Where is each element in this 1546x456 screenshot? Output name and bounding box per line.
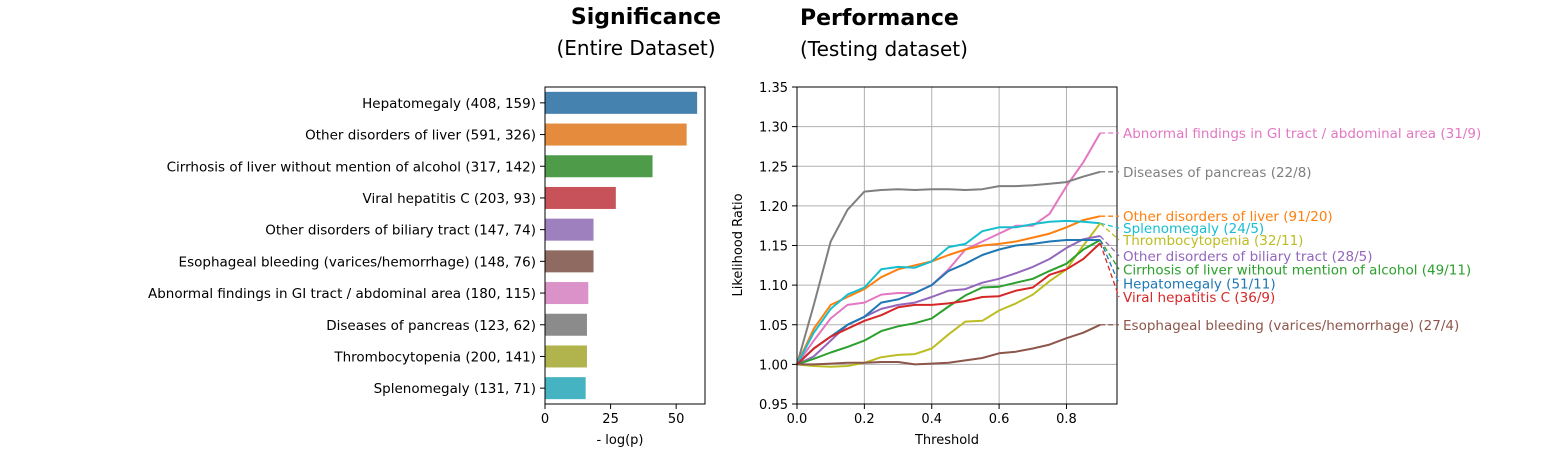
bar-label-diseases-of-pancreas: Diseases of pancreas (123, 62) bbox=[326, 318, 536, 334]
series-label-other-disorders-of-biliary-tract: Other disorders of biliary tract (28/5) bbox=[1123, 249, 1373, 265]
line-ytick-label-0: 0.95 bbox=[759, 398, 788, 413]
performance-subtitle: (Testing dataset) bbox=[800, 37, 968, 61]
significance-title: Significance bbox=[571, 5, 721, 30]
performance-series-group bbox=[796, 132, 1102, 368]
series-line-splenomegaly bbox=[796, 219, 1101, 365]
performance-axes-frame bbox=[796, 86, 1118, 405]
line-xtick-label-3: 0.6 bbox=[989, 412, 1010, 427]
performance-x-ticks: 0.0 0.2 0.4 0.6 0.8 bbox=[787, 404, 1077, 427]
bar-other-disorders-of-liver bbox=[545, 123, 687, 146]
performance-title: Performance bbox=[800, 6, 959, 31]
series-label-cirrhosis-of-liver-without-mention-of-alcohol: Cirrhosis of liver without mention of al… bbox=[1123, 262, 1471, 278]
line-xtick-label-0: 0.0 bbox=[787, 412, 808, 427]
series-line-cirrhosis-of-liver-without-mention-of-alcohol bbox=[796, 239, 1101, 366]
performance-panel: Performance (Testing dataset) 0.0 0.2 0.4 0… bbox=[731, 6, 1481, 448]
bar-label-hepatomegaly: Hepatomegaly (408, 159) bbox=[362, 96, 536, 112]
series-line-abnormal-findings-in-gi-tract-abdominal-area bbox=[796, 132, 1102, 365]
performance-y-ticks: 0.95 1.00 1.05 1.10 1.15 1.20 1.25 1.30 1.35 bbox=[759, 81, 797, 413]
series-connector-viral-hepatitis-c bbox=[1099, 242, 1120, 298]
series-line-thrombocytopenia bbox=[796, 222, 1101, 368]
series-connector-hepatomegaly bbox=[1099, 239, 1120, 284]
bar-label-other-disorders-of-biliary-tract: Other disorders of biliary tract (147, 7… bbox=[265, 223, 536, 239]
bar-thrombocytopenia bbox=[545, 345, 587, 368]
series-label-viral-hepatitis-c: Viral hepatitis C (36/9) bbox=[1123, 290, 1275, 306]
series-line-hepatomegaly bbox=[796, 239, 1101, 366]
bar-viral-hepatitis-c bbox=[545, 186, 616, 209]
series-label-esophageal-bleeding: Esophageal bleeding (varices/hemorrhage)… bbox=[1123, 318, 1459, 334]
performance-xlabel: Threshold bbox=[914, 433, 979, 448]
bar-hepatomegaly bbox=[545, 91, 698, 114]
line-ytick-label-6: 1.25 bbox=[759, 160, 788, 175]
line-xtick-label-4: 0.8 bbox=[1056, 412, 1077, 427]
series-connector-splenomegaly bbox=[1099, 222, 1120, 229]
series-label-abnormal-findings-in-gi-tract-abdominal-area: Abnormal findings in GI tract / abdomina… bbox=[1123, 126, 1481, 142]
series-label-other-disorders-of-liver: Other disorders of liver (91/20) bbox=[1123, 209, 1333, 225]
significance-xlabel: - log(p) bbox=[596, 433, 643, 448]
line-ytick-label-2: 1.05 bbox=[759, 319, 788, 334]
significance-subtitle: (Entire Dataset) bbox=[556, 36, 715, 60]
line-ytick-label-5: 1.20 bbox=[759, 200, 788, 215]
bar-diseases-of-pancreas bbox=[545, 313, 587, 336]
bar-label-esophageal-bleeding: Esophageal bleeding (varices/hemorrhage)… bbox=[179, 254, 536, 270]
performance-series-labels: Abnormal findings in GI tract / abdomina… bbox=[1099, 126, 1481, 334]
bar-cirrhosis-of-liver-without-mention-of-alcohol bbox=[545, 155, 653, 178]
series-label-thrombocytopenia: Thrombocytopenia (32/11) bbox=[1122, 233, 1303, 249]
bar-category-labels: Hepatomegaly (408, 159) Other disorders o… bbox=[148, 96, 545, 397]
bar-x-ticks: 0 25 50 bbox=[541, 404, 685, 427]
bar-label-abnormal-findings-in-gi-tract-abdominal-area: Abnormal findings in GI tract / abdomina… bbox=[148, 286, 536, 302]
bar-esophageal-bleeding bbox=[545, 250, 594, 273]
bar-splenomegaly bbox=[545, 377, 586, 400]
bar-label-splenomegaly: Splenomegaly (131, 71) bbox=[374, 381, 536, 397]
line-ytick-label-1: 1.00 bbox=[759, 358, 788, 373]
series-label-splenomegaly: Splenomegaly (24/5) bbox=[1123, 221, 1264, 237]
significance-panel: Significance (Entire Dataset) Hepatomega… bbox=[148, 5, 721, 448]
bar-label-cirrhosis-of-liver-without-mention-of-alcohol: Cirrhosis of liver without mention of al… bbox=[167, 159, 536, 175]
series-line-viral-hepatitis-c bbox=[796, 242, 1101, 366]
line-xtick-label-1: 0.2 bbox=[854, 412, 875, 427]
line-xtick-label-2: 0.4 bbox=[921, 412, 942, 427]
series-connector-thrombocytopenia bbox=[1099, 222, 1120, 241]
line-ytick-label-4: 1.15 bbox=[759, 240, 788, 255]
significance-axes-frame bbox=[544, 86, 706, 405]
series-label-diseases-of-pancreas: Diseases of pancreas (22/8) bbox=[1123, 165, 1312, 181]
series-connector-other-disorders-of-biliary-tract bbox=[1099, 235, 1120, 257]
bar-label-thrombocytopenia: Thrombocytopenia (200, 141) bbox=[333, 349, 536, 365]
bar-abnormal-findings-in-gi-tract-abdominal-area bbox=[545, 282, 589, 305]
series-connector-cirrhosis-of-liver-without-mention-of-alcohol bbox=[1099, 239, 1120, 270]
line-ytick-label-7: 1.30 bbox=[759, 121, 788, 136]
bar-xtick-label-50: 50 bbox=[668, 412, 685, 427]
series-line-diseases-of-pancreas bbox=[796, 170, 1101, 365]
series-label-hepatomegaly: Hepatomegaly (51/11) bbox=[1123, 277, 1276, 293]
bar-label-other-disorders-of-liver: Other disorders of liver (591, 326) bbox=[305, 128, 536, 144]
series-line-esophageal-bleeding bbox=[797, 323, 1101, 366]
bar-other-disorders-of-biliary-tract bbox=[545, 218, 594, 241]
bar-series bbox=[545, 91, 698, 400]
performance-ylabel: Likelihood Ratio bbox=[731, 193, 746, 296]
bar-label-viral-hepatitis-c: Viral hepatitis C (203, 93) bbox=[363, 191, 536, 207]
line-ytick-label-8: 1.35 bbox=[759, 81, 788, 96]
series-line-other-disorders-of-liver bbox=[796, 215, 1101, 365]
bar-xtick-label-0: 0 bbox=[541, 412, 549, 427]
bar-xtick-label-25: 25 bbox=[602, 412, 619, 427]
line-ytick-label-3: 1.10 bbox=[759, 279, 788, 294]
